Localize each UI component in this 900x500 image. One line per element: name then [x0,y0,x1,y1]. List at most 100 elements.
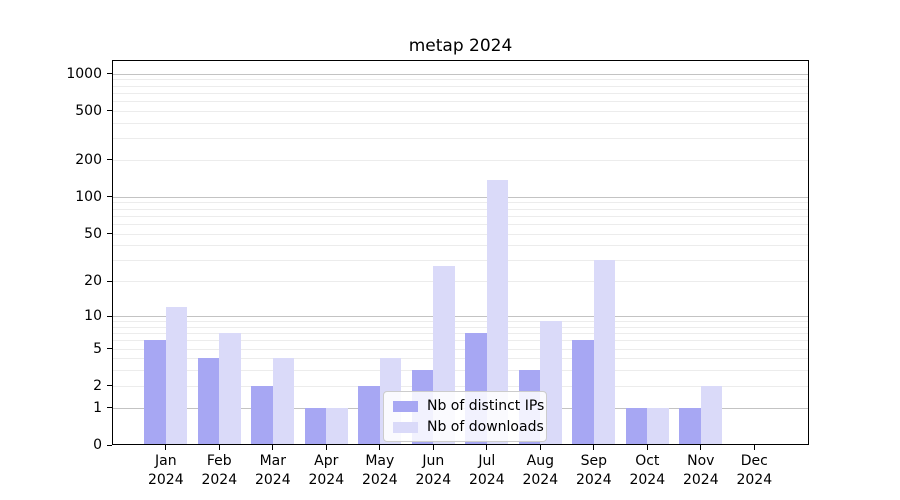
y-tick-mark [107,159,112,161]
x-tick-label: Mar 2024 [233,452,313,490]
x-tick-label-line: 2024 [575,472,612,488]
minor-gridline [113,281,808,283]
minor-gridline [113,348,808,350]
minor-gridline [113,202,808,204]
y-tick-label: 200 [75,151,102,168]
legend-swatch-distinct-ips [393,400,418,412]
x-tick-label-line: 2024 [522,472,559,488]
minor-gridline [113,233,808,235]
bar-nb-of-downloads-apr-2024 [326,407,348,444]
chart-title: metap 2024 [408,36,513,56]
x-tick-label-line: Mar [259,453,286,469]
y-tick-label: 2 [93,377,102,394]
legend-item-distinct-ips: Nb of distinct IPs [393,397,544,415]
x-tick-label-line: 2024 [468,472,505,488]
y-tick-label: 5 [93,340,102,357]
y-tick-label: 500 [75,102,102,119]
bar-nb-of-downloads-nov-2024 [700,385,723,444]
major-gridline [113,73,808,75]
y-tick-mark [107,196,112,198]
bar-nb-of-distinct-ips-jan-2024 [144,340,166,444]
x-tick-label: May 2024 [340,452,420,490]
y-tick-mark [107,385,112,387]
y-tick-mark [107,444,112,446]
minor-gridline [113,110,808,112]
minor-gridline [113,321,808,323]
x-tick-label-line: Oct [635,453,660,469]
bar-nb-of-downloads-jul-2024 [486,180,509,444]
plot-area [112,60,809,445]
x-tick-label-line: 2024 [361,472,398,488]
y-tick-label: 20 [84,273,102,290]
major-gridline [113,316,808,318]
y-tick-mark [107,407,112,409]
x-tick-label-line: 2024 [308,472,345,488]
major-gridline [113,196,808,198]
bar-nb-of-downloads-mar-2024 [272,358,295,444]
minor-gridline [113,138,808,140]
bar-nb-of-distinct-ips-apr-2024 [304,407,327,444]
minor-gridline [113,79,808,81]
x-tick-mark [432,445,434,450]
minor-gridline [113,92,808,94]
minor-gridline [113,385,808,387]
x-tick-mark [379,445,381,450]
minor-gridline [113,122,808,124]
x-tick-label: Jan 2024 [126,452,206,490]
minor-gridline [113,159,808,161]
minor-gridline [113,260,808,262]
bar-nb-of-distinct-ips-may-2024 [358,385,380,444]
x-tick-mark [486,445,488,450]
bar-nb-of-distinct-ips-nov-2024 [679,407,701,444]
x-tick-label: Feb 2024 [179,452,259,490]
x-tick-mark [325,445,327,450]
x-tick-label-line: 2024 [682,472,719,488]
minor-gridline [113,215,808,217]
bar-nb-of-downloads-jan-2024 [165,307,188,444]
x-tick-label-line: Nov [687,453,715,469]
x-tick-label-line: 2024 [254,472,291,488]
minor-gridline [113,326,808,328]
x-tick-mark [272,445,274,450]
y-tick-label: 0 [93,437,102,453]
x-tick-label: Apr 2024 [286,452,366,490]
x-tick-mark [539,445,541,450]
x-tick-mark [753,445,755,450]
y-tick-mark [107,280,112,282]
y-tick-mark [107,348,112,350]
x-tick-label-line: Jun [422,453,445,469]
bar-nb-of-distinct-ips-oct-2024 [625,407,648,444]
y-tick-mark [107,73,112,75]
minor-gridline [113,333,808,335]
legend: Nb of distinct IPs Nb of downloads [383,391,547,442]
x-tick-label-line: 2024 [736,472,773,488]
x-tick-label-line: Jan [155,453,177,469]
x-tick-label: Nov 2024 [661,452,741,490]
x-tick-label: Dec 2024 [714,452,794,490]
x-tick-label: Jun 2024 [393,452,473,490]
x-tick-label-line: 2024 [147,472,184,488]
x-tick-label-line: Aug [526,453,554,469]
legend-item-downloads: Nb of downloads [393,418,544,436]
legend-label-downloads: Nb of downloads [427,419,544,435]
bar-nb-of-downloads-sep-2024 [593,260,616,444]
x-tick-mark [700,445,702,450]
minor-gridline [113,85,808,87]
legend-label-distinct-ips: Nb of distinct IPs [427,398,545,414]
y-tick-mark [107,233,112,235]
x-tick-label-line: 2024 [201,472,238,488]
x-tick-label-line: 2024 [629,472,666,488]
legend-swatch-downloads [393,421,418,433]
minor-gridline [113,370,808,372]
y-tick-label: 10 [84,308,102,325]
x-tick-label-line: Feb [206,453,232,469]
y-tick-label: 1000 [66,65,102,82]
x-tick-label-line: Dec [740,453,768,469]
y-tick-mark [107,110,112,112]
minor-gridline [113,245,808,247]
minor-gridline [113,208,808,210]
x-tick-mark [593,445,595,450]
minor-gridline [113,340,808,342]
bar-nb-of-downloads-feb-2024 [219,333,241,444]
